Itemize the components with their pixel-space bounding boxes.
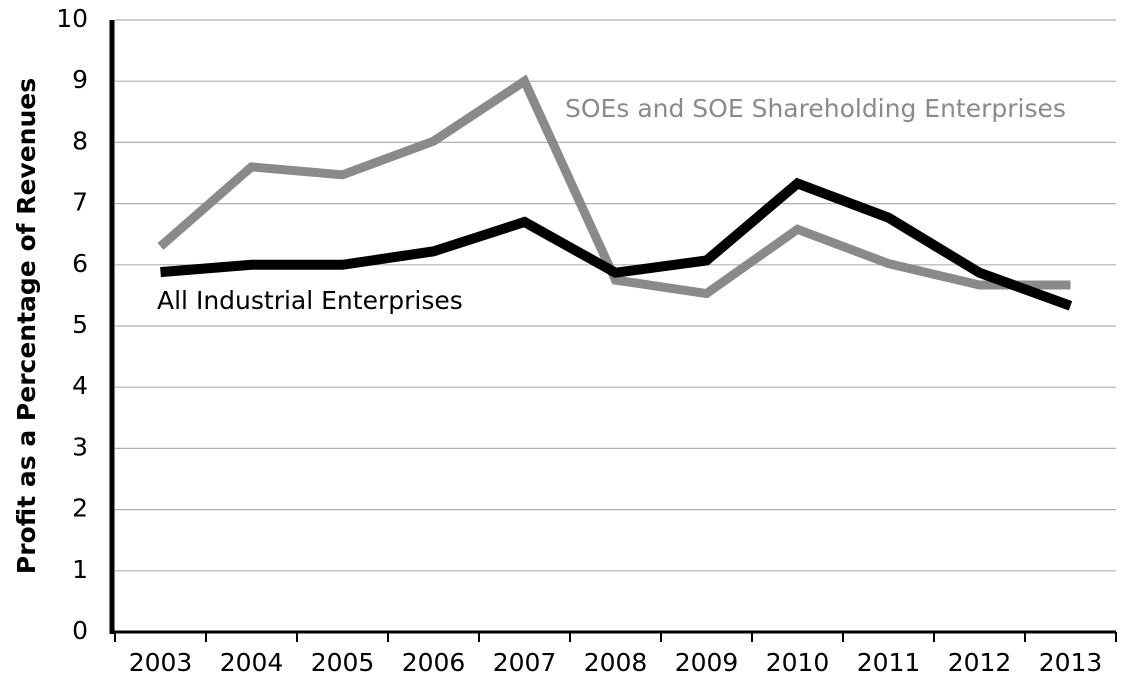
y-tick-label: 6 (72, 249, 88, 278)
x-tick-label: 2008 (584, 648, 648, 677)
y-tick-label: 9 (72, 65, 88, 94)
series-label: All Industrial Enterprises (157, 286, 463, 315)
x-tick-label: 2009 (675, 648, 739, 677)
y-tick-label: 10 (56, 4, 88, 33)
y-tick-label: 8 (72, 126, 88, 155)
x-tick-label: 2011 (857, 648, 921, 677)
y-axis-label: Profit as a Percentage of Revenues (12, 78, 41, 574)
y-tick-label: 2 (72, 494, 88, 523)
series-line (157, 74, 1071, 299)
x-tick-label: 2007 (493, 648, 557, 677)
x-tick-label: 2010 (766, 648, 830, 677)
y-tick-label: 4 (72, 371, 88, 400)
x-tick-label: 2012 (948, 648, 1012, 677)
series-line (160, 177, 1073, 311)
x-tick-label: 2003 (129, 648, 193, 677)
y-tick-label: 3 (72, 432, 88, 461)
x-tick-label: 2005 (311, 648, 375, 677)
x-tick-label: 2004 (220, 648, 284, 677)
y-tick-label: 1 (72, 555, 88, 584)
x-tick-label: 2006 (402, 648, 466, 677)
y-tick-label: 0 (72, 616, 88, 645)
series-label: SOEs and SOE Shareholding Enterprises (565, 94, 1066, 123)
y-tick-label: 7 (72, 188, 88, 217)
y-tick-label: 5 (72, 310, 88, 339)
x-tick-label: 2013 (1039, 648, 1103, 677)
